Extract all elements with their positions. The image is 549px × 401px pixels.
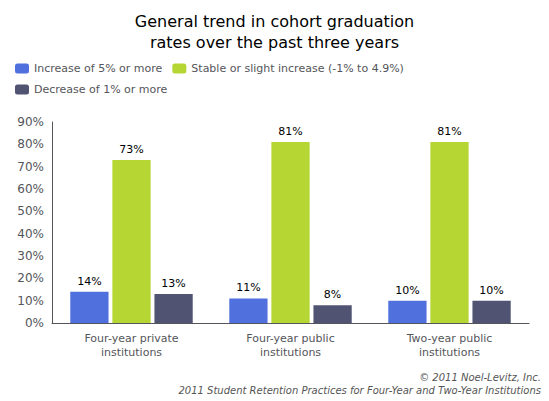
svg-text:Two-year public: Two-year public [406,332,493,345]
svg-text:10%: 10% [17,294,44,308]
svg-text:Decrease of 1% or more: Decrease of 1% or more [34,83,168,96]
svg-text:30%: 30% [17,249,44,263]
svg-text:© 2011 Noel-Levitz, Inc.: © 2011 Noel-Levitz, Inc. [419,372,541,383]
svg-text:20%: 20% [17,271,44,285]
svg-text:10%: 10% [395,284,419,297]
svg-text:81%: 81% [437,125,461,138]
svg-text:13%: 13% [161,277,185,290]
svg-text:2011 Student Retention Practic: 2011 Student Retention Practices for Fou… [178,385,541,396]
svg-text:40%: 40% [17,227,44,241]
svg-text:rates over the past three year: rates over the past three years [150,33,399,52]
svg-text:14%: 14% [77,275,101,288]
svg-text:institutions: institutions [419,346,480,359]
svg-text:institutions: institutions [101,346,162,359]
svg-text:Four-year private: Four-year private [84,332,178,345]
svg-text:73%: 73% [119,143,143,156]
svg-text:Four-year public: Four-year public [246,332,334,345]
svg-text:11%: 11% [236,281,260,294]
svg-text:60%: 60% [17,182,44,196]
svg-text:70%: 70% [17,160,44,174]
svg-text:General trend in cohort gradua: General trend in cohort graduation [135,12,414,31]
svg-text:Increase of 5% or more: Increase of 5% or more [34,62,163,75]
svg-text:0%: 0% [25,316,44,330]
svg-text:8%: 8% [324,288,341,301]
svg-text:10%: 10% [479,284,503,297]
svg-text:50%: 50% [17,204,44,218]
svg-text:institutions: institutions [260,346,321,359]
svg-text:Stable or slight increase (-1%: Stable or slight increase (-1% to 4.9%) [191,62,404,75]
svg-text:81%: 81% [278,125,302,138]
svg-text:90%: 90% [17,115,44,129]
svg-text:80%: 80% [17,137,44,151]
